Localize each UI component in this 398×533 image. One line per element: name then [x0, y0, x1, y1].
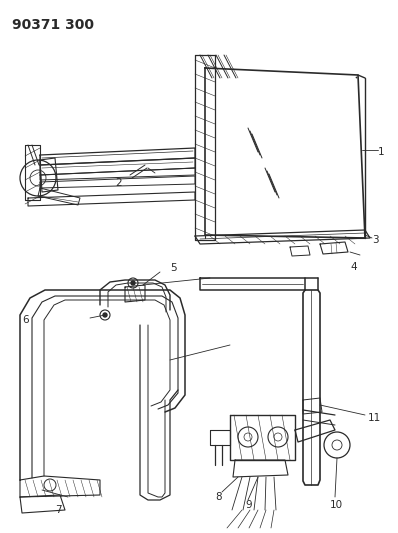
Text: 1: 1 — [378, 147, 384, 157]
Circle shape — [103, 313, 107, 317]
Text: 8: 8 — [215, 492, 222, 502]
Text: 3: 3 — [372, 235, 378, 245]
Text: 7: 7 — [55, 505, 62, 515]
Text: 90371 300: 90371 300 — [12, 18, 94, 32]
Text: 10: 10 — [330, 500, 343, 510]
Text: 5: 5 — [170, 263, 177, 273]
Text: 2: 2 — [115, 178, 122, 188]
Text: 6: 6 — [22, 315, 29, 325]
Circle shape — [131, 281, 135, 285]
Text: 9: 9 — [245, 500, 252, 510]
Text: 4: 4 — [350, 262, 357, 272]
Text: 11: 11 — [368, 413, 381, 423]
